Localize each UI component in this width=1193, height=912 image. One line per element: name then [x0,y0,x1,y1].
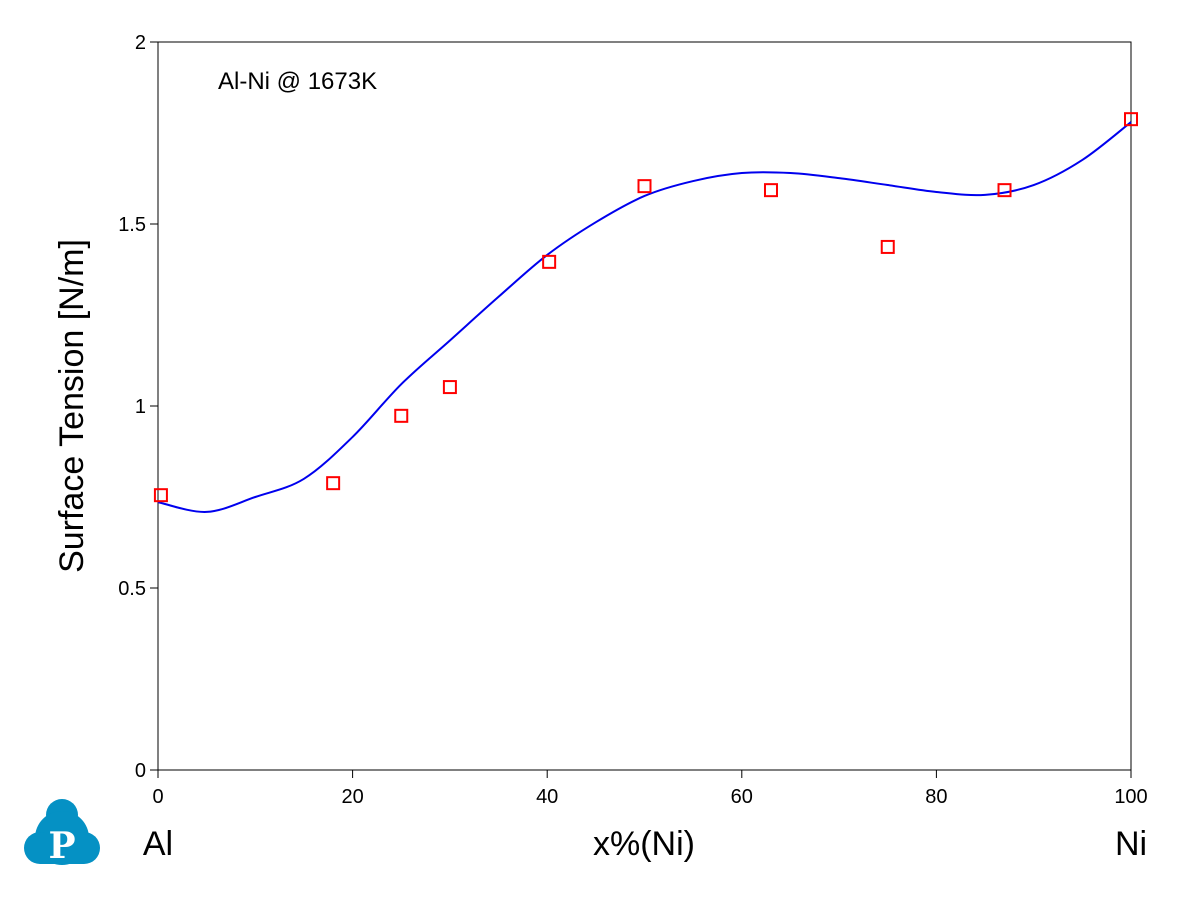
experimental-point [153,488,168,503]
x-tick-label: 60 [731,786,753,808]
experimental-point [394,408,409,423]
calculated-curve [157,121,1132,513]
x-tick-label: 80 [925,786,947,808]
experimental-point [442,380,457,395]
experimental-point [763,183,778,198]
x-tick-label: 0 [152,786,163,808]
experimental-point [1124,112,1138,127]
y-tick-label: 1 [135,396,146,418]
x-end-label-al: Al [143,825,173,863]
experimental-point [542,254,557,269]
logo: P [24,799,100,867]
plot-frame [157,41,1132,771]
experimental-point [326,476,341,491]
x-tick-label: 20 [341,786,363,808]
x-end-label-ni: Ni [1115,825,1147,863]
y-tick-label: 2 [135,32,146,54]
y-tick-label: 0 [135,760,146,782]
chart-title: Al-Ni @ 1673K [218,68,377,95]
x-tick-label: 40 [536,786,558,808]
y-axis-label: Surface Tension [N/m] [53,239,91,573]
x-tick-label: 100 [1114,786,1147,808]
x-axis-label: x%(Ni) [593,825,695,863]
experimental-point [997,183,1012,198]
y-tick-label: 1.5 [118,214,146,236]
y-tick-label: 0.5 [118,578,146,600]
experimental-point [637,179,652,194]
experimental-point [880,239,895,254]
logo-letter: P [48,825,75,867]
